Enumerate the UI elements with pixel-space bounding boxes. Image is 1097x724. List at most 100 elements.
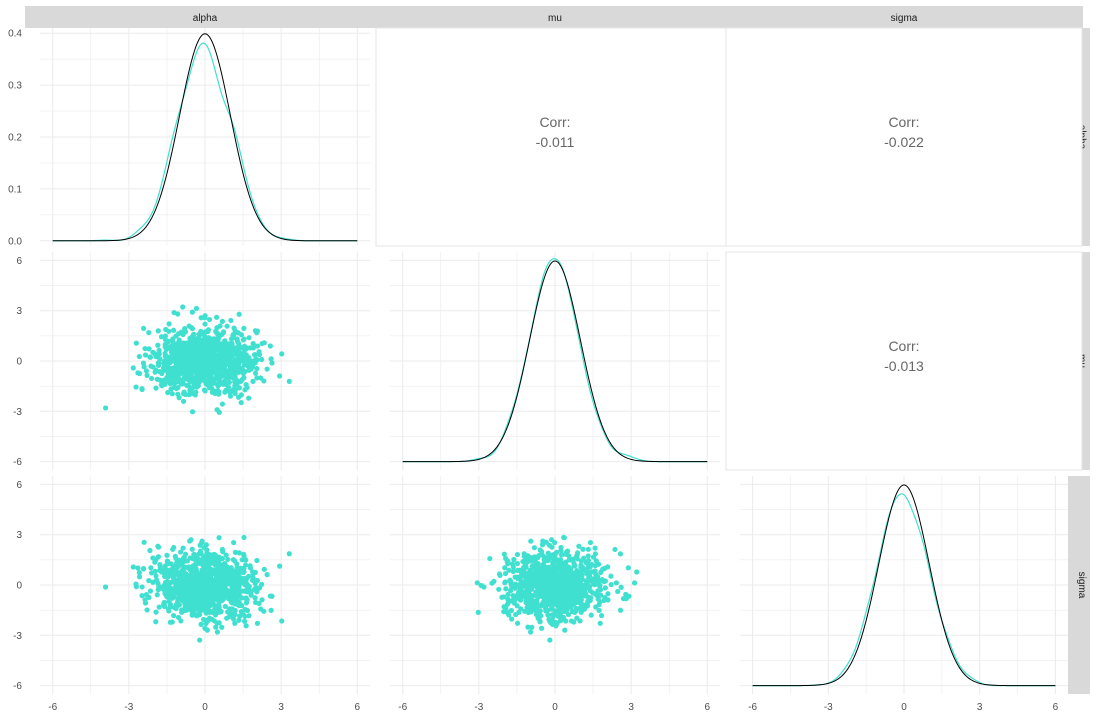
scatter-point — [214, 346, 220, 352]
scatter-point — [216, 565, 222, 571]
panel-sigma-sigma — [740, 476, 1068, 694]
scatter-point — [286, 378, 292, 384]
scatter-point — [585, 546, 591, 552]
scatter-point — [174, 347, 180, 353]
scatter-point — [250, 571, 256, 577]
scatter-point — [598, 612, 605, 619]
scatter-point — [212, 336, 219, 342]
scatter-point — [205, 354, 211, 360]
scatter-point — [497, 572, 503, 579]
scatter-point — [267, 343, 273, 349]
scatter-point — [175, 596, 181, 602]
scatter-point — [519, 583, 525, 589]
scatter-point — [142, 345, 148, 352]
scatter-point — [146, 578, 152, 584]
scatter-point — [243, 600, 249, 606]
scatter-point — [475, 609, 481, 615]
x-tick-label: 3 — [628, 702, 634, 713]
scatter-point — [511, 556, 517, 563]
scatter-point — [171, 354, 177, 360]
scatter-point — [197, 591, 203, 597]
scatter-point — [175, 558, 182, 564]
scatter-point — [214, 586, 220, 592]
scatter-point — [623, 591, 629, 597]
scatter-point — [162, 336, 169, 343]
scatter-point — [594, 592, 600, 599]
scatter-point — [539, 591, 545, 597]
y-tick-label: 0.3 — [8, 81, 22, 92]
corr-value: -0.013 — [884, 358, 924, 374]
scatter-point — [208, 559, 215, 566]
scatter-point — [223, 571, 230, 577]
y-tick-label: -6 — [13, 681, 22, 692]
scatter-point — [238, 332, 245, 338]
scatter-point — [254, 328, 261, 334]
scatter-point — [555, 603, 561, 609]
scatter-point — [182, 356, 188, 362]
scatter-point — [250, 378, 256, 384]
scatter-point — [144, 607, 150, 613]
scatter-point — [250, 345, 256, 351]
scatter-point — [526, 557, 532, 564]
scatter-point — [187, 356, 194, 362]
scatter-point — [158, 334, 165, 340]
scatter-point — [221, 365, 227, 371]
scatter-point — [564, 607, 570, 613]
corr-value: -0.022 — [884, 134, 924, 150]
scatter-point — [232, 612, 238, 618]
scatter-point — [217, 332, 223, 339]
scatter-point — [597, 620, 603, 626]
scatter-point — [527, 603, 533, 609]
scatter-point — [185, 592, 192, 598]
scatter-point — [206, 316, 213, 323]
scatter-point — [176, 337, 182, 343]
scatter-point — [592, 545, 598, 551]
scatter-point — [557, 581, 563, 587]
scatter-point — [514, 592, 520, 598]
strip-right-bg — [1068, 476, 1090, 694]
scatter-point — [220, 381, 227, 387]
scatter-point — [185, 574, 191, 580]
scatter-point — [130, 564, 136, 570]
scatter-point — [214, 314, 220, 320]
scatter-point — [192, 552, 199, 558]
scatter-point — [518, 606, 524, 612]
scatter-point — [216, 535, 222, 541]
scatter-point — [538, 613, 544, 619]
scatter-point — [565, 591, 571, 597]
scatter-point — [143, 368, 150, 374]
scatter-point — [180, 391, 187, 397]
scatter-point — [581, 555, 587, 561]
scatter-point — [552, 571, 558, 577]
scatter-point — [155, 328, 161, 334]
scatter-point — [198, 331, 204, 337]
scatter-point — [226, 361, 232, 367]
scatter-point — [198, 570, 204, 577]
scatter-point — [178, 571, 184, 577]
scatter-point — [254, 577, 261, 584]
scatter-point — [141, 539, 147, 545]
scatter-point — [130, 365, 136, 371]
scatter-point — [162, 571, 168, 577]
panel-mu-alpha — [40, 252, 370, 470]
x-tick-label: -3 — [474, 702, 483, 713]
scatter-point — [510, 568, 516, 575]
panel-mu-mu — [390, 252, 720, 470]
scatter-point — [252, 595, 258, 601]
y-tick-label: 6 — [16, 256, 22, 267]
scatter-point — [168, 386, 174, 392]
scatter-point — [226, 379, 232, 385]
scatter-point — [175, 331, 182, 337]
scatter-point — [526, 607, 533, 613]
scatter-point — [164, 592, 171, 599]
scatter-point — [558, 575, 565, 581]
scatter-point — [153, 619, 159, 625]
scatter-point — [571, 601, 577, 608]
scatter-point — [175, 391, 181, 397]
scatter-point — [254, 375, 260, 381]
scatter-point — [212, 390, 218, 397]
scatter-point — [538, 579, 544, 585]
scatter-point — [197, 611, 203, 618]
scatter-point — [557, 612, 563, 618]
scatter-point — [153, 368, 159, 374]
